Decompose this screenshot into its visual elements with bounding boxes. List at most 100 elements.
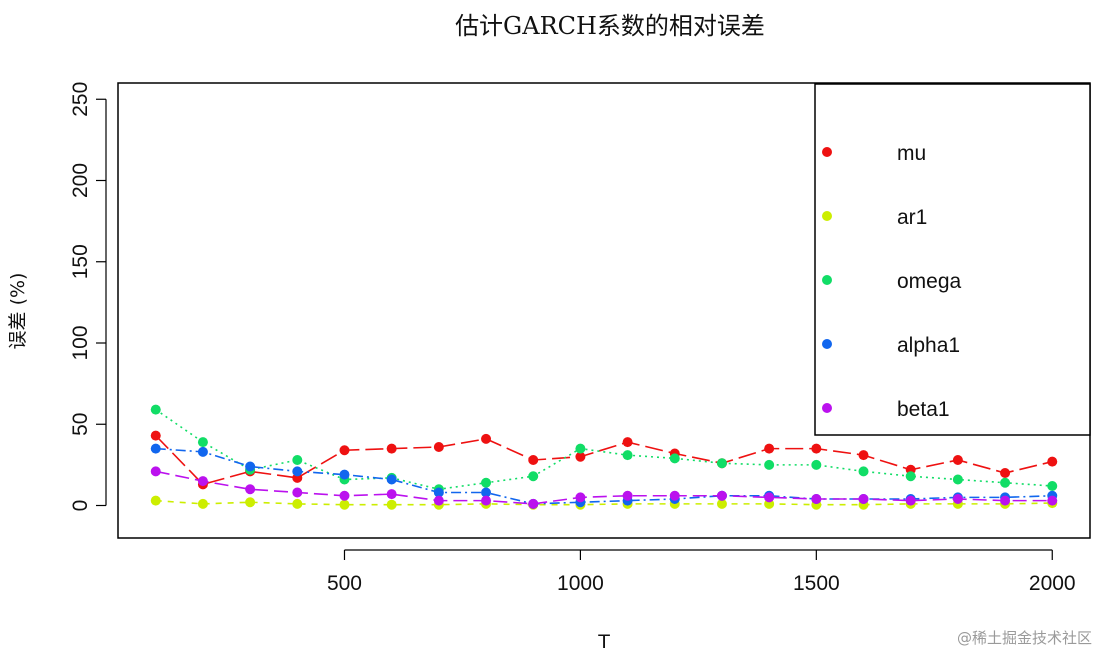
data-point-alpha1 [245,461,256,472]
data-point-omega [1000,477,1011,488]
data-point-ar1 [339,499,350,510]
data-point-mu [858,450,869,461]
y-tick-label: 200 [69,163,92,198]
data-point-beta1 [764,492,775,503]
x-tick-label: 1000 [557,572,604,595]
legend-marker [822,339,832,349]
y-tick-label: 150 [69,244,92,279]
legend-label: beta1 [897,398,950,421]
data-point-ar1 [197,498,208,509]
data-point-mu [150,430,161,441]
data-point-mu [811,443,822,454]
series-beta1 [150,466,1058,509]
legend-item-alpha1: alpha1 [822,334,960,357]
legend-marker [822,147,832,157]
legend-item-omega: omega [822,270,962,293]
legend: mu ar1 omega alpha1 beta1 [822,142,962,421]
data-point-alpha1 [197,446,208,457]
data-point-beta1 [669,490,680,501]
data-point-omega [905,471,916,482]
series-ar1 [150,495,1058,510]
data-point-beta1 [811,494,822,504]
data-point-omega [481,477,492,488]
series-line-alpha1 [155,447,1053,505]
data-point-beta1 [905,495,916,506]
legend-item-ar1: ar1 [822,206,927,229]
data-point-mu [386,443,397,454]
data-point-mu [764,443,775,454]
x-axis: 500 1000 1500 2000 [327,549,1076,595]
data-point-beta1 [245,484,256,495]
series-layer [150,404,1058,510]
x-axis-label: T [597,631,610,653]
data-point-mu [528,455,539,465]
series-line-ar1 [155,499,1053,506]
series-line-beta1 [155,470,1053,505]
x-tick-label: 1500 [793,572,840,595]
data-point-omega [528,471,539,482]
legend-marker [822,403,832,413]
legend-marker [822,275,832,285]
data-point-alpha1 [433,487,444,498]
data-point-beta1 [481,495,492,506]
data-point-omega [622,450,633,461]
chart-title: 估计GARCH系数的相对误差 [455,12,765,40]
legend-marker [822,211,832,221]
legend-item-beta1: beta1 [822,398,950,421]
watermark: @稀土掘金技术社区 [957,629,1092,647]
data-point-beta1 [952,494,963,504]
legend-label: omega [897,270,962,293]
data-point-beta1 [858,494,869,504]
data-point-beta1 [386,489,397,500]
legend-box [814,83,1091,436]
data-point-mu [1047,456,1058,467]
data-point-beta1 [528,498,539,509]
data-point-mu [622,437,633,448]
data-point-ar1 [150,495,161,506]
y-tick-label: 0 [69,500,92,512]
legend-label: alpha1 [897,334,960,357]
data-point-beta1 [1047,495,1058,506]
data-point-omega [811,459,822,470]
data-point-mu [952,455,963,465]
y-axis: 0 50 100 150 200 250 [69,82,107,512]
x-tick-label: 2000 [1029,572,1076,595]
series-mu [150,430,1058,490]
data-point-omega [150,404,161,415]
legend-label: mu [897,142,926,165]
data-point-beta1 [433,495,444,506]
data-point-omega [1047,481,1058,491]
y-tick-label: 250 [69,82,92,117]
data-point-alpha1 [481,487,492,498]
x-tick-label: 500 [327,572,362,595]
data-point-alpha1 [386,474,397,485]
data-point-ar1 [386,499,397,510]
data-point-alpha1 [150,443,161,454]
y-axis-label: 误差 (%) [7,273,29,350]
data-point-beta1 [292,487,303,498]
data-point-beta1 [575,492,586,503]
data-point-beta1 [339,490,350,501]
data-point-beta1 [622,490,633,501]
data-point-mu [339,445,350,456]
data-point-omega [764,459,775,470]
data-point-omega [716,458,727,469]
data-point-omega [292,455,303,465]
data-point-mu [575,451,586,462]
data-point-omega [197,437,208,448]
legend-label: ar1 [897,206,927,229]
data-point-omega [858,466,869,477]
data-point-beta1 [150,466,161,477]
data-point-ar1 [292,498,303,509]
data-point-omega [952,474,963,485]
series-line-omega [155,408,1053,491]
data-point-mu [1000,468,1011,478]
series-line-mu [155,435,1053,486]
data-point-beta1 [1000,495,1011,506]
data-point-beta1 [716,490,727,501]
y-tick-label: 100 [69,325,92,360]
data-point-mu [481,433,492,444]
data-point-alpha1 [292,466,303,477]
data-point-alpha1 [339,469,350,480]
